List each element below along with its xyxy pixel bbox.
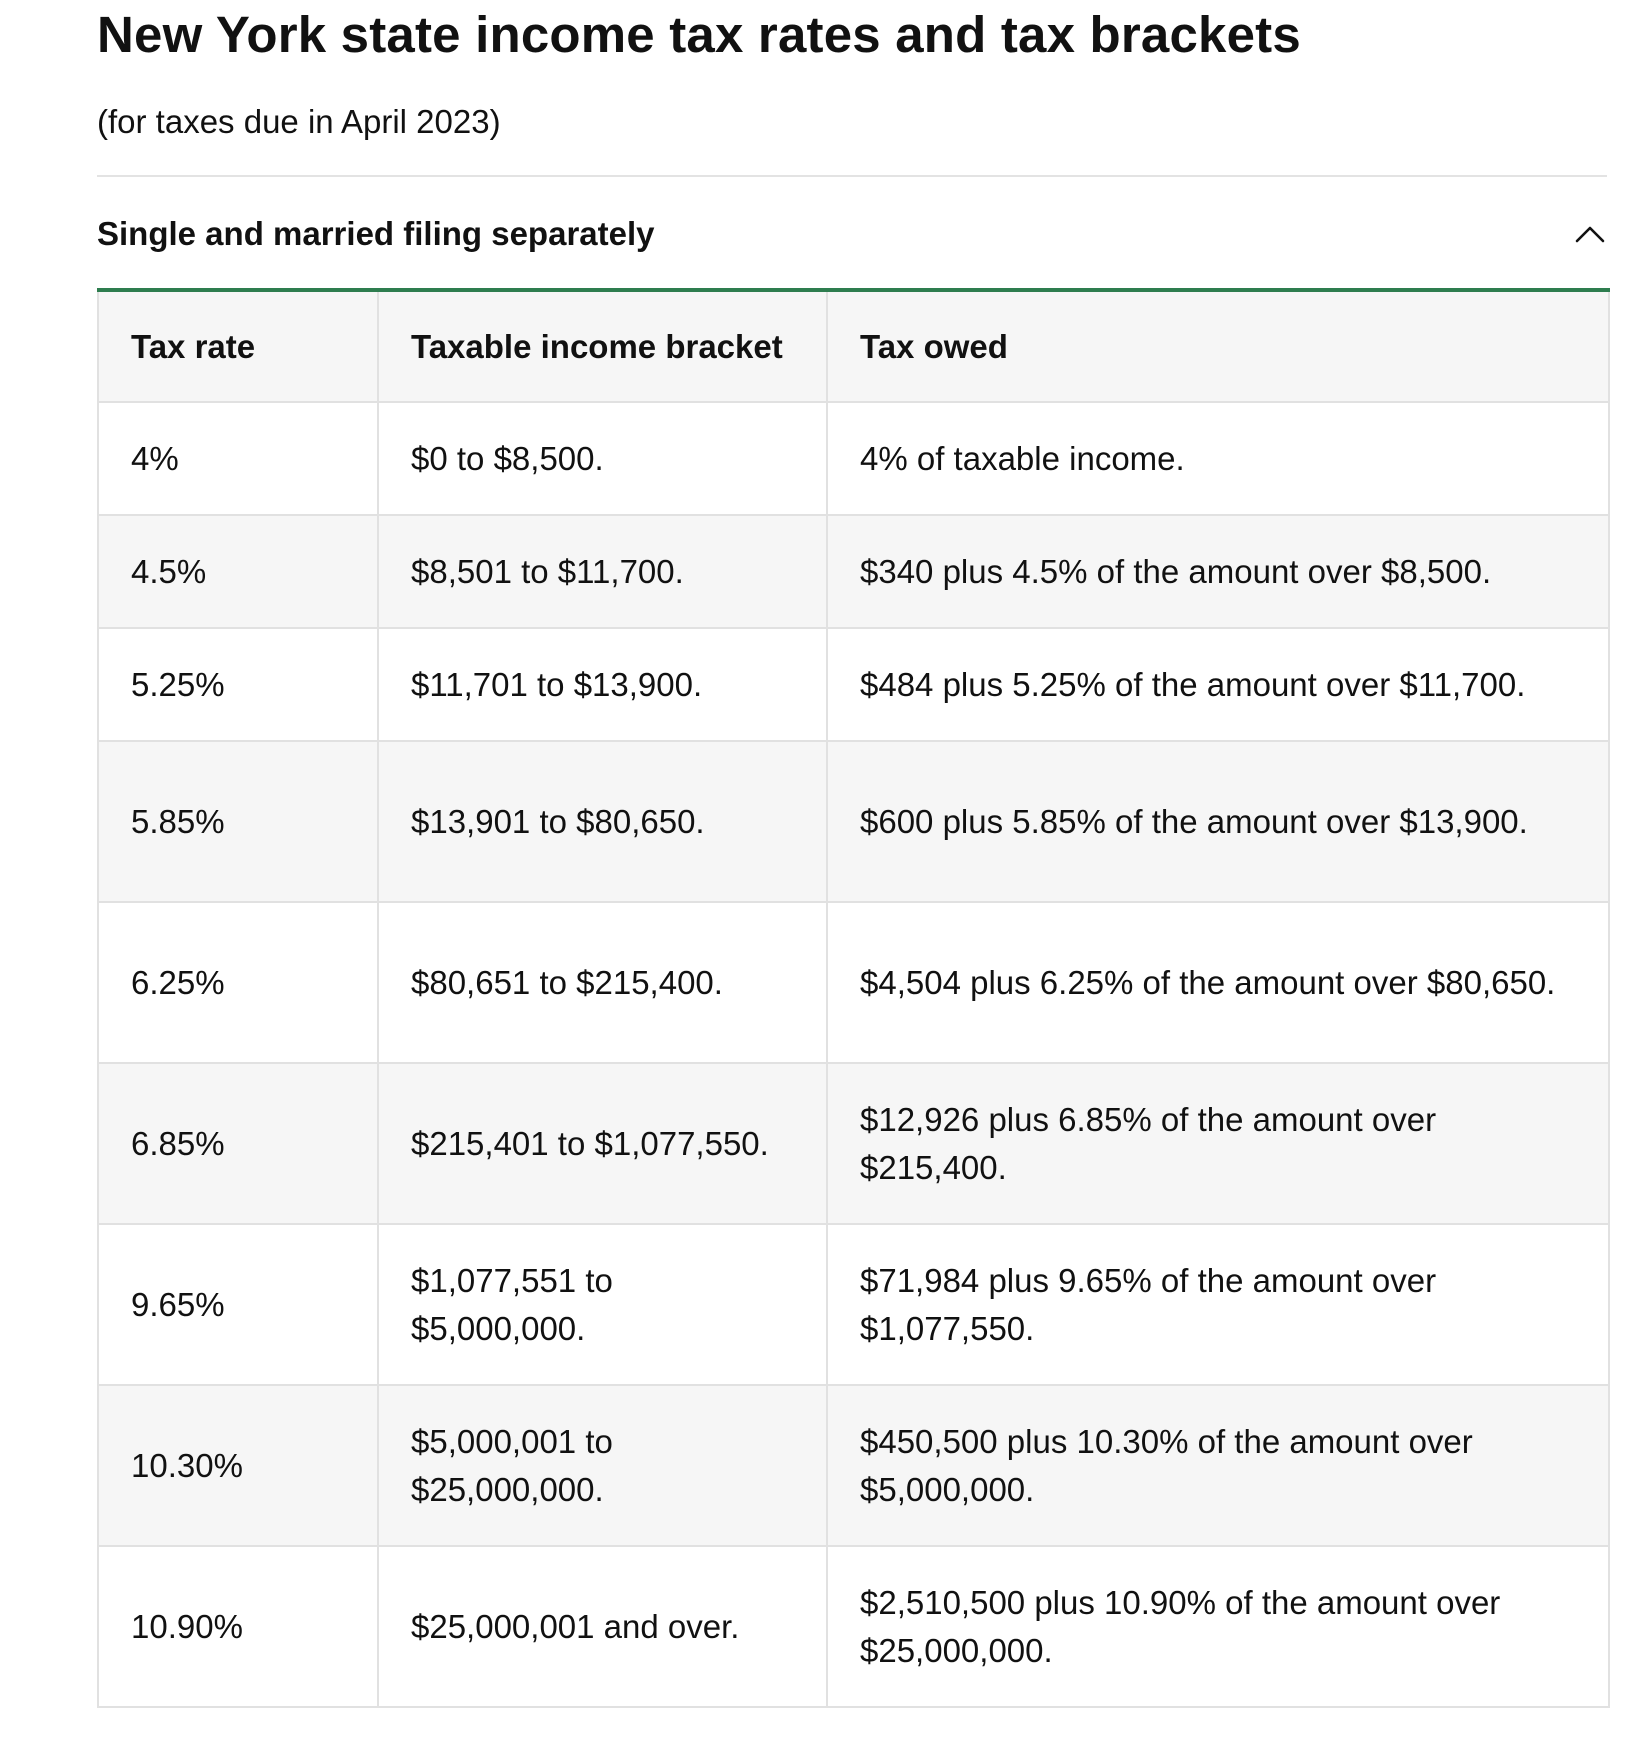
table-row: 10.30% $5,000,001 to $25,000,000. $450,5… — [97, 1384, 1610, 1547]
cell-tax-owed: $600 plus 5.85% of the amount over $13,9… — [826, 740, 1610, 903]
section-divider — [97, 175, 1607, 177]
cell-tax-owed: $450,500 plus 10.30% of the amount over … — [826, 1384, 1610, 1547]
table-row: 5.25% $11,701 to $13,900. $484 plus 5.25… — [97, 627, 1610, 742]
cell-tax-owed: 4% of taxable income. — [826, 401, 1610, 516]
cell-tax-rate: 4.5% — [97, 514, 379, 629]
cell-tax-rate: 10.30% — [97, 1384, 379, 1547]
page-title: New York state income tax rates and tax … — [97, 6, 1301, 63]
cell-income-bracket: $5,000,001 to $25,000,000. — [377, 1384, 828, 1547]
header-tax-owed: Tax owed — [826, 289, 1610, 403]
cell-tax-owed: $12,926 plus 6.85% of the amount over $2… — [826, 1062, 1610, 1225]
accordion-title: Single and married filing separately — [97, 215, 655, 252]
cell-income-bracket: $11,701 to $13,900. — [377, 627, 828, 742]
tax-brackets-table: Tax rate Taxable income bracket Tax owed… — [97, 288, 1610, 1708]
cell-tax-owed: $4,504 plus 6.25% of the amount over $80… — [826, 901, 1610, 1064]
cell-tax-rate: 4% — [97, 401, 379, 516]
header-taxable-income-bracket: Taxable income bracket — [377, 289, 828, 403]
table-row: 5.85% $13,901 to $80,650. $600 plus 5.85… — [97, 740, 1610, 903]
cell-income-bracket: $13,901 to $80,650. — [377, 740, 828, 903]
cell-tax-rate: 9.65% — [97, 1223, 379, 1386]
cell-income-bracket: $25,000,001 and over. — [377, 1545, 828, 1708]
cell-income-bracket: $8,501 to $11,700. — [377, 514, 828, 629]
table-row: 6.25% $80,651 to $215,400. $4,504 plus 6… — [97, 901, 1610, 1064]
cell-income-bracket: $215,401 to $1,077,550. — [377, 1062, 828, 1225]
cell-income-bracket: $0 to $8,500. — [377, 401, 828, 516]
table-row: 6.85% $215,401 to $1,077,550. $12,926 pl… — [97, 1062, 1610, 1225]
chevron-up-icon[interactable] — [1573, 217, 1607, 251]
cell-tax-rate: 5.25% — [97, 627, 379, 742]
cell-tax-owed: $2,510,500 plus 10.90% of the amount ove… — [826, 1545, 1610, 1708]
cell-tax-owed: $71,984 plus 9.65% of the amount over $1… — [826, 1223, 1610, 1386]
table-row: 10.90% $25,000,001 and over. $2,510,500 … — [97, 1545, 1610, 1708]
cell-tax-rate: 5.85% — [97, 740, 379, 903]
page-subtitle: (for taxes due in April 2023) — [97, 103, 501, 140]
cell-income-bracket: $1,077,551 to $5,000,000. — [377, 1223, 828, 1386]
accordion-header[interactable]: Single and married filing separately — [97, 205, 1607, 265]
cell-tax-rate: 10.90% — [97, 1545, 379, 1708]
cell-tax-rate: 6.25% — [97, 901, 379, 1064]
cell-tax-rate: 6.85% — [97, 1062, 379, 1225]
cell-tax-owed: $484 plus 5.25% of the amount over $11,7… — [826, 627, 1610, 742]
table-header-row: Tax rate Taxable income bracket Tax owed — [97, 289, 1610, 403]
table-row: 4% $0 to $8,500. 4% of taxable income. — [97, 401, 1610, 516]
table-row: 9.65% $1,077,551 to $5,000,000. $71,984 … — [97, 1223, 1610, 1386]
cell-income-bracket: $80,651 to $215,400. — [377, 901, 828, 1064]
header-tax-rate: Tax rate — [97, 289, 379, 403]
table-row: 4.5% $8,501 to $11,700. $340 plus 4.5% o… — [97, 514, 1610, 629]
cell-tax-owed: $340 plus 4.5% of the amount over $8,500… — [826, 514, 1610, 629]
